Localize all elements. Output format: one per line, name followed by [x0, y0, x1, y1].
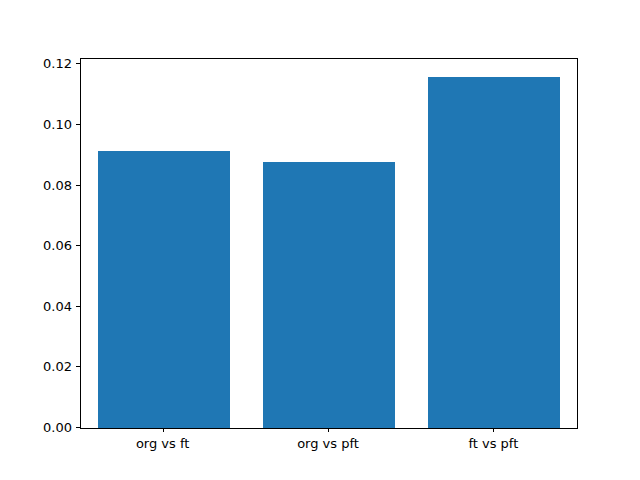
y-tick-label: 0.10: [43, 118, 72, 131]
y-tick-label: 0.02: [43, 360, 72, 373]
x-tick-label: org vs ft: [136, 437, 190, 450]
y-tick-mark: [76, 124, 80, 125]
y-tick-mark: [76, 185, 80, 186]
y-tick-label: 0.08: [43, 179, 72, 192]
plot-area: [80, 58, 578, 429]
y-tick-mark: [76, 366, 80, 367]
y-tick-mark: [76, 427, 80, 428]
bar-org-vs-pft: [263, 162, 395, 428]
bar-ft-vs-pft: [428, 77, 560, 428]
bar-chart-figure: 0.00 0.02 0.04 0.06 0.08 0.10 0.12 org vs ft or…: [0, 0, 640, 480]
bar-org-vs-ft: [98, 151, 230, 428]
y-tick-label: 0.12: [43, 57, 72, 70]
x-tick-mark: [163, 428, 164, 432]
x-tick-mark: [328, 428, 329, 432]
y-tick-label: 0.06: [43, 239, 72, 252]
y-tick-label: 0.00: [43, 421, 72, 434]
y-tick-mark: [76, 63, 80, 64]
y-tick-mark: [76, 306, 80, 307]
x-tick-mark: [493, 428, 494, 432]
y-tick-label: 0.04: [43, 300, 72, 313]
x-tick-label: ft vs pft: [468, 437, 518, 450]
x-tick-label: org vs pft: [297, 437, 359, 450]
y-tick-mark: [76, 245, 80, 246]
